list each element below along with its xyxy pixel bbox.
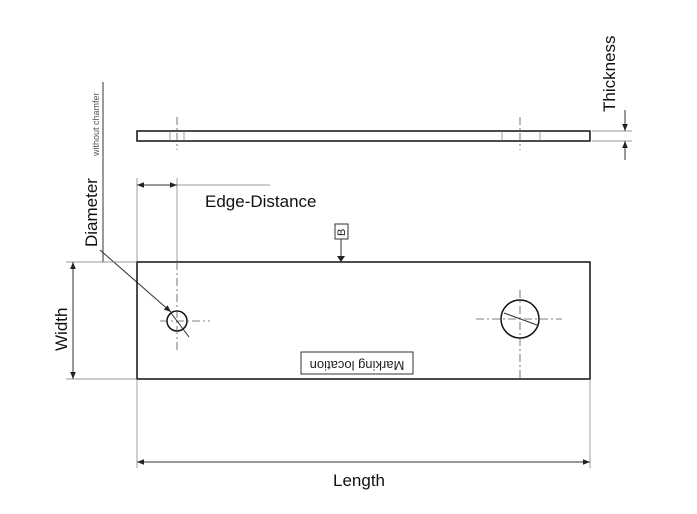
diameter-label: Diameter [82, 178, 101, 247]
top-view: Marking location [136, 261, 591, 380]
without-chamfer-label: without chamfer [91, 92, 101, 157]
edge-distance-dimension: Edge-Distance [136, 178, 317, 262]
side-view-plate [136, 130, 591, 142]
width-dimension: Width [52, 261, 137, 380]
width-label: Width [52, 308, 71, 351]
edge-distance-label: Edge-Distance [205, 192, 317, 211]
hole-right-diameter-line [503, 312, 538, 326]
diameter-leader [99, 249, 172, 313]
hole-left-diameter-line [170, 312, 190, 338]
datum-b-marker: B [334, 223, 349, 262]
marking-location-label: Marking location [310, 358, 405, 373]
datum-label: B [336, 229, 348, 236]
thickness-dimension: Thickness [592, 35, 632, 160]
thickness-label: Thickness [600, 35, 619, 112]
marking-location-box [300, 351, 414, 375]
plate-outline [136, 261, 591, 380]
length-label: Length [333, 471, 385, 490]
side-view [136, 117, 591, 150]
length-dimension: Length [136, 379, 591, 490]
